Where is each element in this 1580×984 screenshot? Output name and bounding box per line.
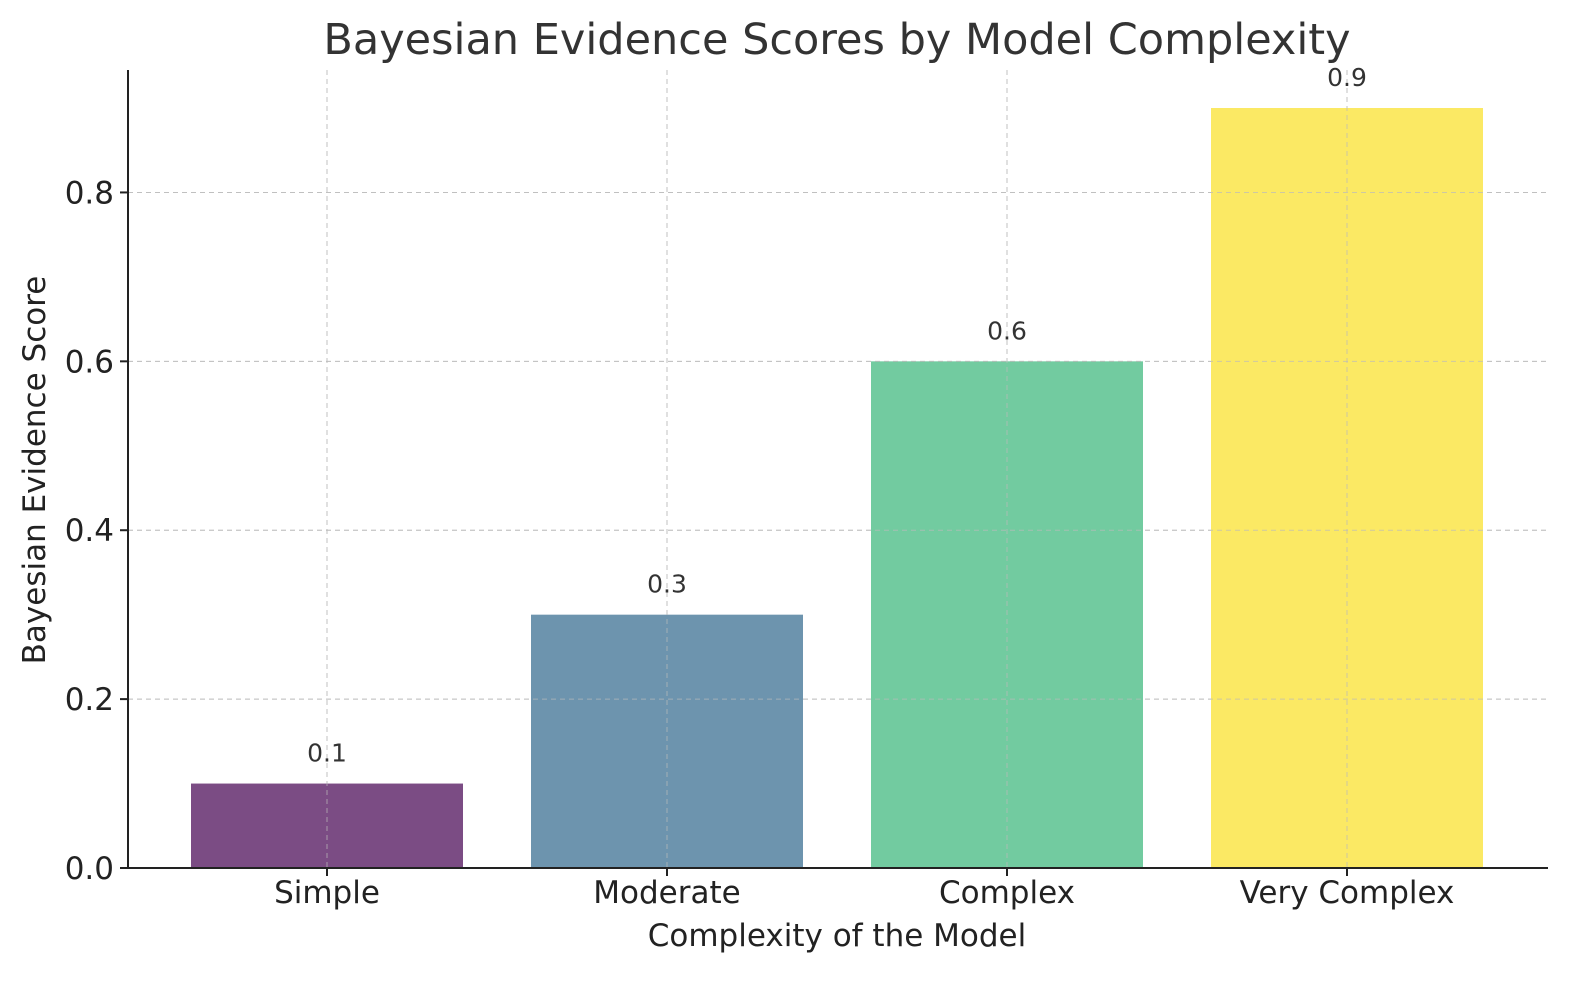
bar-value-label: 0.6 (987, 316, 1027, 345)
x-tick-label: Moderate (593, 875, 740, 911)
x-axis-title: Complexity of the Model (648, 918, 1026, 954)
y-tick-label: 0.0 (65, 851, 114, 887)
y-tick-label: 0.8 (65, 175, 114, 211)
y-tick-label: 0.2 (65, 682, 114, 718)
y-axis-title: Bayesian Evidence Score (17, 276, 53, 665)
grid-overlay (128, 70, 1548, 868)
bar-value-label: 0.9 (1327, 63, 1367, 92)
y-tick-layer: 0.0 0.2 0.4 0.6 0.8 (65, 175, 128, 887)
value-label-layer: 0.1 0.3 0.6 0.9 (307, 63, 1367, 768)
x-tick-label: Very Complex (1240, 875, 1455, 911)
x-tick-layer: Simple Moderate Complex Very Complex (274, 868, 1454, 911)
y-tick-label: 0.6 (65, 344, 114, 380)
chart-title: Bayesian Evidence Scores by Model Comple… (323, 15, 1350, 65)
bar-value-label: 0.3 (647, 570, 687, 599)
x-tick-label: Complex (939, 875, 1075, 911)
bar-value-label: 0.1 (307, 739, 347, 768)
axis-layer (127, 70, 1548, 869)
x-tick-label: Simple (274, 875, 380, 911)
y-tick-label: 0.4 (65, 513, 114, 549)
bar-layer (128, 70, 1548, 868)
